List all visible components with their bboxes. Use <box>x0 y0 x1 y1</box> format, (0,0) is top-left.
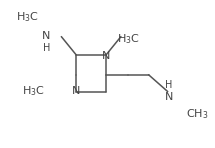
Text: N: N <box>72 86 80 96</box>
Text: H$_3$C: H$_3$C <box>22 84 45 98</box>
Text: CH$_3$: CH$_3$ <box>186 107 208 121</box>
Text: H: H <box>43 43 50 53</box>
Text: N: N <box>42 31 51 41</box>
Text: N: N <box>102 51 110 61</box>
Text: H: H <box>165 80 172 90</box>
Text: H$_3$C: H$_3$C <box>117 32 140 46</box>
Text: H$_3$C: H$_3$C <box>16 11 38 24</box>
Text: N: N <box>165 92 173 102</box>
